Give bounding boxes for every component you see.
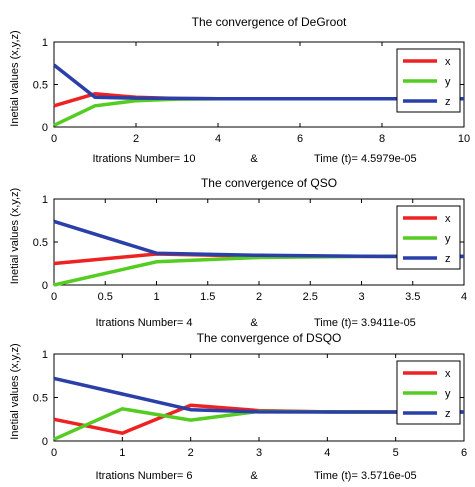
y-axis-label: Inetial values (x,y,z) (9, 188, 21, 284)
x-tick-label: 1.5 (200, 291, 215, 303)
y-axis-label: Inetial values (x,y,z) (9, 343, 21, 439)
legend-label-y: y (445, 233, 451, 245)
x-tick-label: 2.5 (303, 291, 318, 303)
chart-title: The convergence of QSO (201, 176, 337, 190)
x-tick-label: 3 (358, 291, 364, 303)
legend-label-z: z (445, 96, 451, 108)
x-tick-label: 4 (461, 291, 467, 303)
x-axis-label-time: Time (t)= 3.9411e-05 (314, 317, 416, 329)
x-tick-label: 2 (133, 133, 139, 145)
series-line-z (53, 219, 465, 259)
x-tick-label: 3 (256, 447, 262, 459)
chart-panel-3: The convergence of DSQO 0 1 2 3 4 5 6 0 0.5 1 Ineti… (9, 331, 467, 482)
x-tick-label: 6 (461, 447, 467, 459)
x-tick-label: 4 (215, 133, 221, 145)
y-tick-label: 1 (42, 349, 48, 361)
chart-title: The convergence of DSQO (197, 331, 342, 345)
legend-label-z: z (445, 253, 451, 265)
x-axis-label-time: Time (t)= 3.5716e-05 (314, 470, 417, 482)
x-axis-label-iterations: Itrations Number= 6 (96, 470, 193, 482)
legend-label-x: x (445, 368, 451, 380)
y-tick-label: 0.5 (33, 393, 48, 405)
y-tick-label: 0.5 (33, 237, 48, 249)
legend: xyz (396, 360, 461, 425)
x-tick-label: 0.5 (98, 291, 113, 303)
y-tick-label: 0.5 (33, 80, 48, 92)
legend-label-z: z (445, 408, 451, 420)
x-tick-label: 2 (188, 447, 194, 459)
legend-label-y: y (445, 388, 451, 400)
x-axis-label-iterations: Itrations Number= 4 (96, 317, 193, 329)
y-tick-label: 0 (42, 436, 48, 448)
x-tick-label: 0 (51, 291, 57, 303)
y-axis-label: Inetial values (x,y,z) (9, 30, 21, 126)
x-tick-label: 3.5 (405, 291, 420, 303)
x-tick-label: 1 (153, 291, 159, 303)
legend: xyz (396, 48, 461, 113)
y-tick-label: 0 (42, 122, 48, 134)
y-tick-label: 1 (42, 37, 48, 49)
y-tick-label: 1 (42, 194, 48, 206)
x-tick-label: 5 (393, 447, 399, 459)
chart-title: The convergence of DeGroot (192, 15, 347, 29)
legend-label-y: y (445, 76, 451, 88)
x-tick-label: 8 (379, 133, 385, 145)
x-tick-label: 0 (51, 447, 57, 459)
x-tick-label: 2 (256, 291, 262, 303)
series-line-z (52, 63, 464, 101)
x-axis-label-separator: & (250, 470, 258, 482)
series-line-z (53, 376, 464, 414)
x-tick-label: 6 (297, 133, 303, 145)
chart-panel-1: The convergence of DeGroot 0 2 4 6 8 10 0 0.5 1 In… (9, 15, 470, 165)
y-tick-label: 0 (42, 280, 48, 292)
x-axis-label-time: Time (t)= 4.5979e-05 (314, 153, 417, 165)
x-axis-label-iterations: Itrations Number= 10 (92, 153, 195, 165)
x-tick-label: 10 (458, 133, 470, 145)
legend-label-x: x (445, 56, 451, 68)
x-tick-label: 0 (51, 133, 57, 145)
x-axis-label-separator: & (250, 153, 258, 165)
legend: xyz (396, 205, 461, 270)
legend-label-x: x (445, 213, 451, 225)
x-tick-label: 1 (119, 447, 125, 459)
chart-panel-2: The convergence of QSO 0 0.5 1 1.5 2 2.5 3 3.5 4 0… (9, 176, 467, 329)
x-axis-label-separator: & (250, 317, 258, 329)
x-tick-label: 4 (324, 447, 330, 459)
